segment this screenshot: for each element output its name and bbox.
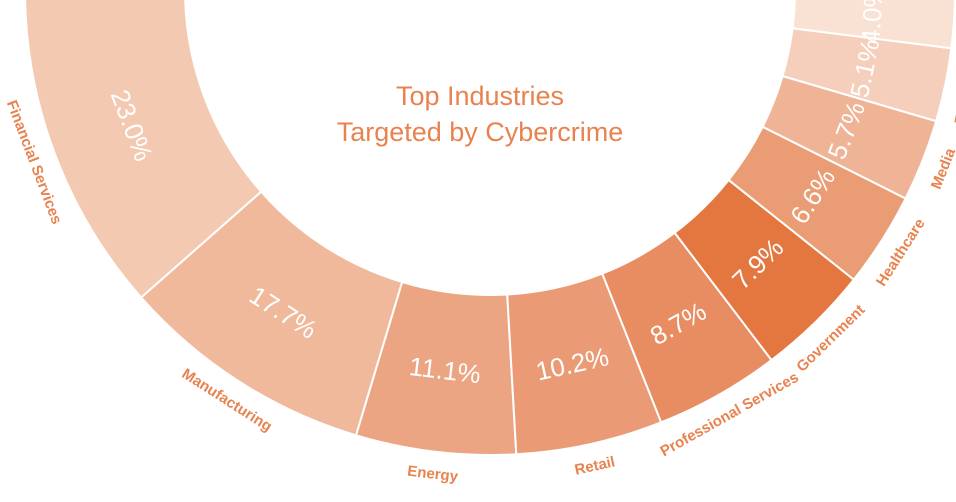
category-label: Energy [406, 463, 459, 486]
value-label: 4.0% [855, 0, 889, 45]
category-label: Retail [573, 453, 617, 478]
category-label: Media [928, 145, 956, 191]
chart-title: Top Industries [396, 81, 564, 111]
chart-title: Targeted by Cybercrime [337, 117, 624, 147]
slice [791, 0, 956, 50]
category-label: Transport [952, 54, 956, 125]
